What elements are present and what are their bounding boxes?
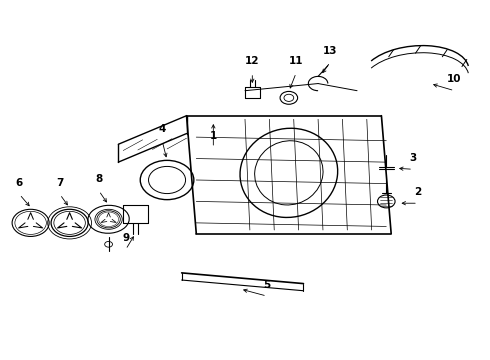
Text: 12: 12 (245, 57, 260, 66)
Text: 4: 4 (158, 124, 166, 134)
Text: 10: 10 (447, 74, 462, 84)
Text: 8: 8 (95, 174, 102, 184)
Text: 9: 9 (122, 233, 129, 243)
Text: 5: 5 (263, 280, 270, 290)
Text: 6: 6 (16, 178, 23, 188)
Text: 3: 3 (410, 153, 416, 163)
Text: 2: 2 (415, 187, 421, 197)
Text: 7: 7 (56, 178, 64, 188)
Text: 1: 1 (210, 131, 217, 141)
Text: 11: 11 (289, 57, 303, 66)
Text: 13: 13 (323, 46, 338, 56)
